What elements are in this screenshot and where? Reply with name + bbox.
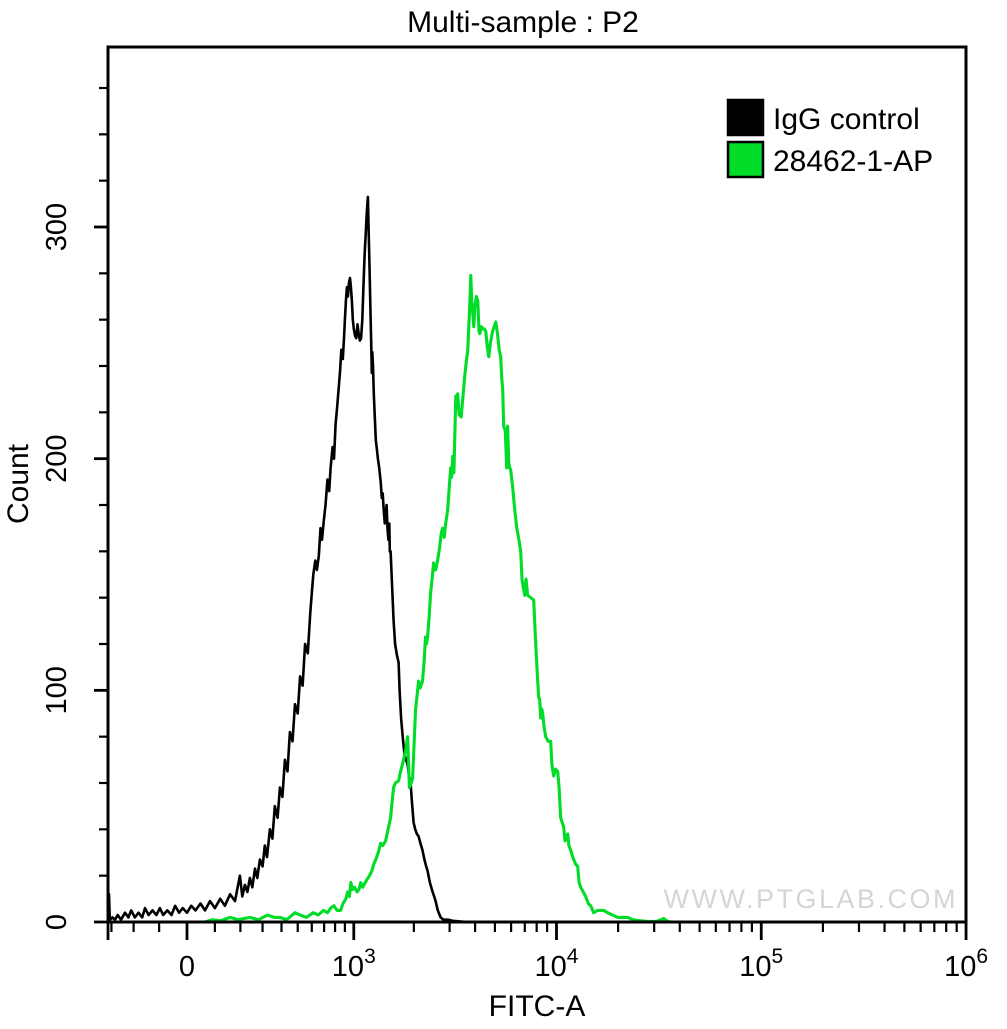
legend-swatch-igg-control xyxy=(726,98,765,137)
curve-28462-1-ap xyxy=(204,274,671,924)
legend-label-28462-1-ap: 28462-1-AP xyxy=(773,145,933,178)
x-tick-label: 104 xyxy=(535,945,579,983)
x-axis-ticks: 0 103 104 105 106 xyxy=(106,922,988,983)
y-tick-label: 200 xyxy=(41,434,73,482)
x-tick-label: 105 xyxy=(739,945,783,983)
legend-swatch-28462-1-ap xyxy=(726,140,765,179)
plot-border xyxy=(106,45,968,924)
y-axis-label: Count xyxy=(2,443,35,524)
x-tick-label: 0 xyxy=(179,951,195,983)
y-tick-label: 300 xyxy=(41,203,73,251)
chart-title: Multi-sample : P2 xyxy=(407,6,639,39)
watermark: WWW.PTGLAB.COM xyxy=(664,884,959,914)
y-tick-label: 100 xyxy=(41,666,73,714)
x-tick-label: 103 xyxy=(332,945,376,983)
curve-igg-control xyxy=(106,195,471,924)
x-axis-label: FITC-A xyxy=(489,990,586,1023)
legend-label-igg-control: IgG control xyxy=(773,103,920,136)
legend: IgG control 28462-1-AP xyxy=(726,98,933,179)
histogram-curves xyxy=(106,195,671,924)
y-tick-label: 0 xyxy=(41,914,73,930)
y-axis-ticks: 0 100 200 300 xyxy=(41,86,108,930)
x-tick-label: 106 xyxy=(944,945,988,983)
